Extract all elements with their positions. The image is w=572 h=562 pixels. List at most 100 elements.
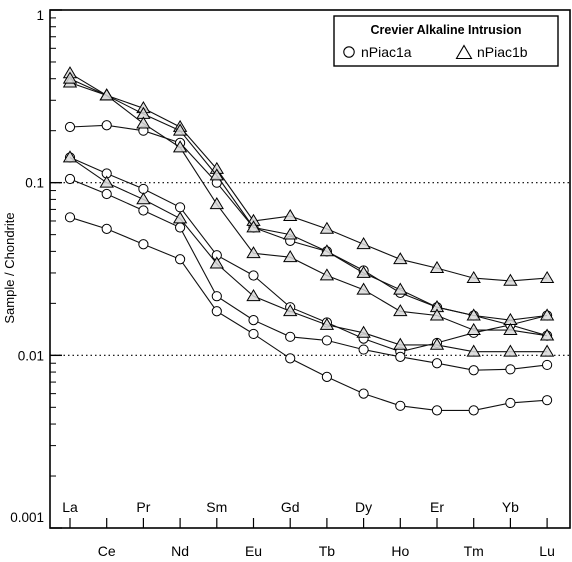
legend-label-nPiac1a: nPiac1a — [361, 44, 412, 60]
data-point-circle — [505, 364, 516, 375]
x-tick-label: Ho — [391, 543, 409, 559]
x-tick-label: Pr — [136, 499, 150, 515]
data-point-circle — [138, 205, 149, 216]
data-point-triangle — [356, 282, 371, 295]
series-line — [69, 178, 548, 371]
data-point-triangle — [283, 208, 298, 222]
data-point-triangle — [466, 308, 481, 321]
data-point-triangle — [356, 237, 371, 250]
data-point-circle — [138, 183, 149, 195]
x-tick-label: Yb — [502, 499, 519, 515]
data-point-circle — [542, 359, 553, 371]
y-tick-label: 0.001 — [10, 510, 44, 525]
data-point-triangle — [283, 227, 298, 240]
data-point-circle — [431, 405, 443, 416]
y-axis-label: Sample / Chondrite — [2, 212, 17, 323]
data-point-triangle — [429, 308, 445, 321]
legend-circle-marker — [343, 46, 355, 58]
data-point-circle — [64, 212, 76, 223]
data-point-circle — [395, 351, 406, 362]
series-layer — [62, 66, 555, 416]
data-point-circle — [211, 291, 222, 302]
legend-triangle-marker — [455, 44, 473, 60]
data-point-circle — [211, 306, 222, 317]
x-tick-label: Eu — [245, 543, 262, 559]
reference-lines — [50, 182, 570, 356]
data-point-triangle — [246, 246, 261, 259]
legend: Crevier Alkaline Intrusion nPiac1a nPiac… — [333, 15, 559, 67]
legend-box — [333, 15, 559, 67]
data-point-triangle — [319, 268, 335, 281]
data-point-triangle — [429, 337, 445, 350]
data-point-triangle — [466, 322, 481, 336]
legend-title: Crevier Alkaline Intrusion — [371, 23, 522, 37]
data-point-circle — [248, 314, 259, 326]
x-tick-label: Sm — [206, 499, 227, 515]
data-point-circle — [64, 173, 76, 185]
data-point-triangle — [393, 282, 408, 295]
data-point-triangle — [62, 150, 78, 163]
data-point-triangle — [99, 88, 114, 101]
data-point-circle — [101, 223, 112, 234]
data-point-triangle — [246, 289, 261, 302]
data-point-triangle — [209, 168, 224, 181]
series-nPiac1b-6 — [62, 71, 555, 341]
x-tick-label: Ce — [98, 543, 116, 559]
series-line — [69, 82, 548, 321]
data-point-circle — [248, 270, 259, 281]
plot-frame — [49, 9, 571, 529]
data-point-triangle — [99, 175, 114, 188]
data-point-triangle — [503, 273, 518, 286]
data-point-triangle — [283, 304, 298, 317]
x-tick-label: Dy — [355, 499, 372, 515]
x-tick-label: Gd — [281, 499, 300, 515]
data-point-triangle — [429, 260, 445, 274]
data-point-circle — [64, 121, 76, 133]
x-tick-label: Er — [430, 499, 444, 515]
data-point-triangle — [539, 344, 555, 357]
data-point-triangle — [319, 221, 335, 234]
data-point-circle — [175, 222, 186, 233]
data-point-circle — [321, 335, 332, 346]
data-point-triangle — [209, 197, 224, 210]
data-point-triangle — [172, 140, 188, 153]
data-point-triangle — [172, 123, 188, 136]
data-point-triangle — [172, 211, 188, 224]
data-point-circle — [395, 400, 406, 411]
data-point-circle — [468, 365, 479, 376]
data-point-triangle — [503, 322, 518, 336]
x-tick-label: Tm — [464, 543, 484, 559]
data-point-circle — [358, 388, 369, 399]
legend-label-nPiac1b: nPiac1b — [477, 44, 528, 60]
series-nPiac1a-2 — [64, 173, 553, 376]
data-point-triangle — [393, 304, 408, 317]
data-point-triangle — [246, 220, 261, 233]
data-point-circle — [542, 395, 553, 406]
x-tick-label: Tb — [319, 543, 336, 559]
data-point-circle — [505, 397, 516, 409]
data-point-triangle — [466, 270, 481, 284]
data-point-triangle — [539, 328, 555, 341]
x-axis: La Ce Pr Nd Sm Eu Gd Tb Dy Ho Er Tm Yb Lu — [62, 499, 555, 559]
data-point-triangle — [319, 317, 335, 330]
series-nPiac1b-7 — [62, 150, 555, 357]
data-point-circle — [175, 254, 186, 265]
data-point-triangle — [136, 192, 151, 205]
x-tick-label: Nd — [171, 543, 189, 559]
data-point-circle — [358, 344, 369, 355]
data-point-triangle — [393, 252, 408, 265]
data-point-triangle — [503, 344, 518, 357]
data-point-circle — [138, 239, 149, 250]
data-point-circle — [101, 188, 112, 200]
y-tick-label: 0.01 — [18, 348, 44, 363]
data-point-circle — [248, 328, 259, 340]
data-point-circle — [101, 120, 112, 131]
data-point-triangle — [319, 244, 335, 257]
data-point-circle — [175, 202, 186, 213]
data-point-triangle — [356, 325, 371, 338]
y-tick-label: 0.1 — [25, 176, 44, 191]
data-point-circle — [468, 405, 479, 416]
data-point-circle — [285, 353, 296, 364]
